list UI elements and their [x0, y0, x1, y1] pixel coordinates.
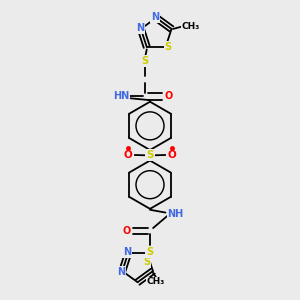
Text: O: O — [124, 150, 133, 160]
Text: S: S — [143, 257, 151, 267]
Text: N: N — [136, 23, 144, 33]
Text: N: N — [151, 12, 159, 22]
Text: N: N — [117, 267, 125, 277]
Text: S: S — [146, 247, 153, 257]
Text: O: O — [123, 226, 131, 236]
Text: O: O — [164, 92, 172, 101]
Text: S: S — [165, 42, 172, 52]
Text: NH: NH — [168, 209, 184, 219]
Text: CH₃: CH₃ — [147, 278, 165, 286]
Text: S: S — [146, 150, 154, 160]
Text: CH₃: CH₃ — [182, 22, 200, 31]
Text: S: S — [142, 56, 149, 66]
Text: HN: HN — [113, 92, 130, 101]
Text: N: N — [123, 247, 131, 257]
Text: O: O — [167, 150, 176, 160]
